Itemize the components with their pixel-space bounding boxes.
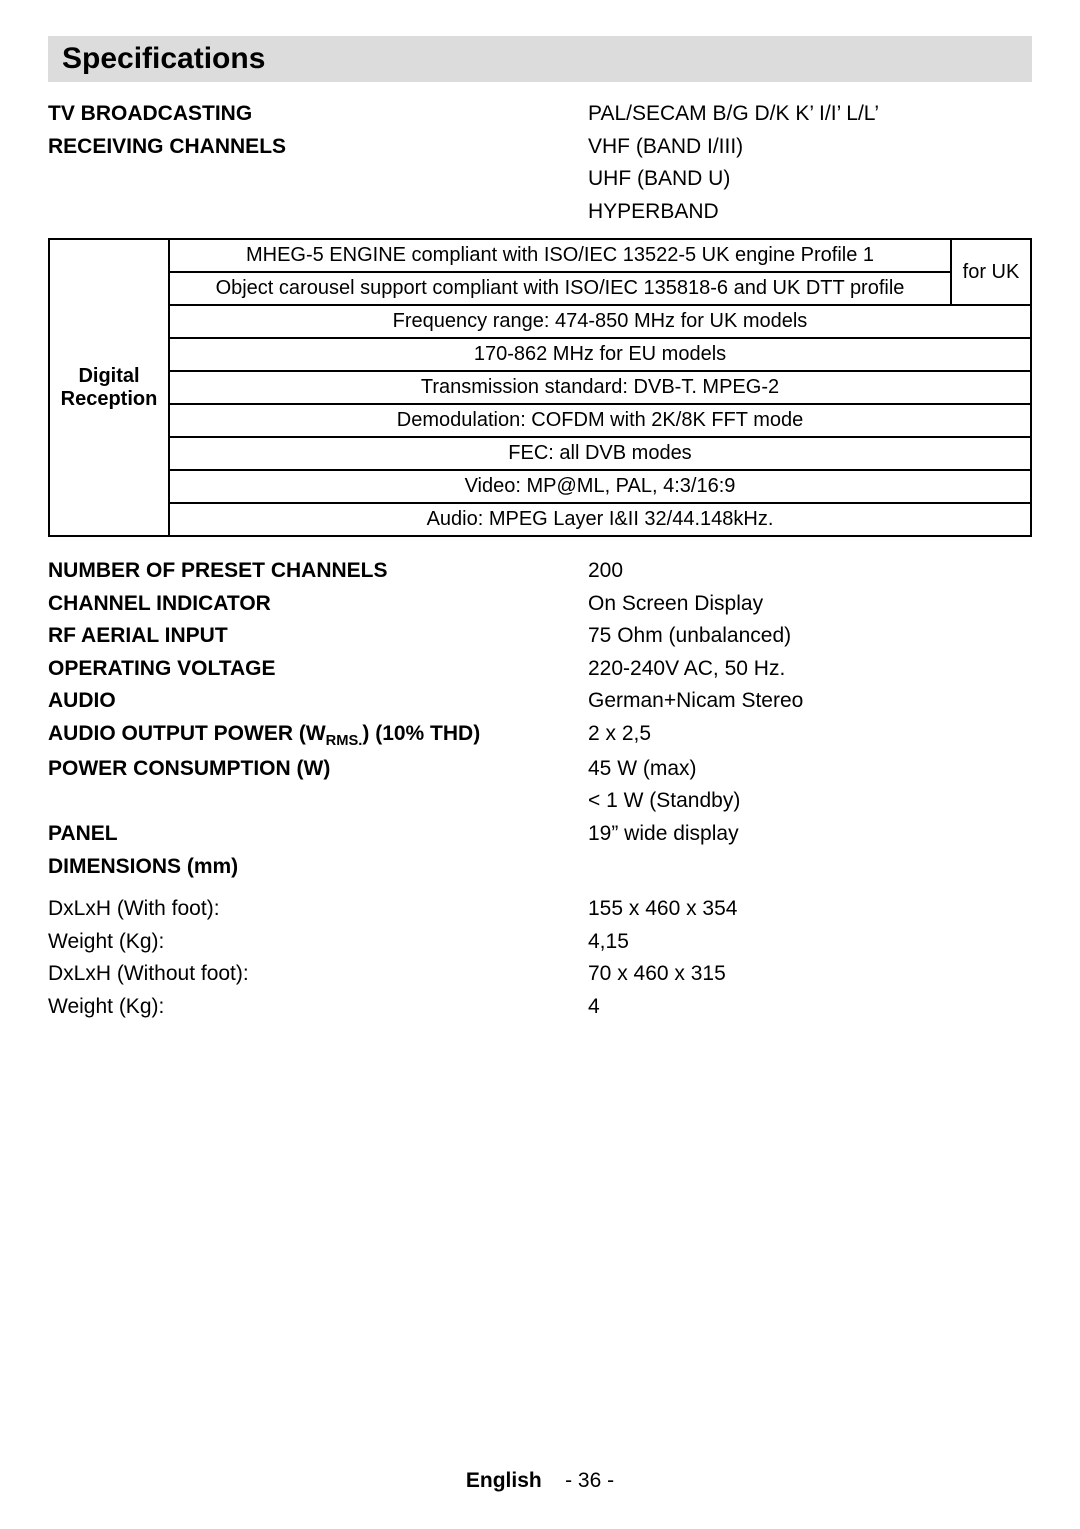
spec-row: OPERATING VOLTAGE220-240V AC, 50 Hz. — [48, 653, 1032, 686]
spec-key: CHANNEL INDICATOR — [48, 588, 588, 621]
digital-reception-cell: MHEG-5 ENGINE compliant with ISO/IEC 135… — [169, 239, 951, 272]
spec-key: POWER CONSUMPTION (W) — [48, 753, 588, 786]
spec-key: PANEL — [48, 818, 588, 851]
spec-value: 220-240V AC, 50 Hz. — [588, 653, 1032, 686]
spec-row: < 1 W (Standby) — [48, 785, 1032, 818]
spec-value: 200 — [588, 555, 1032, 588]
spec-value: UHF (BAND U) — [588, 163, 1032, 196]
dimension-key: DxLxH (With foot): — [48, 893, 588, 926]
digital-reception-cell: Transmission standard: DVB-T. MPEG-2 — [169, 371, 1031, 404]
digital-reception-cell: FEC: all DVB modes — [169, 437, 1031, 470]
digital-reception-table: DigitalReceptionMHEG-5 ENGINE compliant … — [48, 238, 1032, 537]
spec-row: AUDIO OUTPUT POWER (WRMS.) (10% THD)2 x … — [48, 718, 1032, 753]
top-specs: TV BROADCASTINGPAL/SECAM B/G D/K K’ I/I’… — [48, 98, 1032, 228]
spec-key: RECEIVING CHANNELS — [48, 131, 588, 164]
spec-key — [48, 196, 588, 229]
dimension-value: 4 — [588, 991, 1032, 1024]
dimension-row: DxLxH (Without foot):70 x 460 x 315 — [48, 958, 1032, 991]
dimension-row: Weight (Kg):4 — [48, 991, 1032, 1024]
digital-reception-header: DigitalReception — [49, 239, 169, 536]
spec-value: German+Nicam Stereo — [588, 685, 1032, 718]
digital-reception-cell: Demodulation: COFDM with 2K/8K FFT mode — [169, 404, 1031, 437]
digital-reception-cell: 170-862 MHz for EU models — [169, 338, 1031, 371]
dimension-value: 155 x 460 x 354 — [588, 893, 1032, 926]
spec-key — [48, 163, 588, 196]
spec-value: 45 W (max) — [588, 753, 1032, 786]
spec-row: POWER CONSUMPTION (W)45 W (max) — [48, 753, 1032, 786]
spec-value: 75 Ohm (unbalanced) — [588, 620, 1032, 653]
digital-reception-cell: Frequency range: 474-850 MHz for UK mode… — [169, 305, 1031, 338]
footer-language: English — [466, 1469, 542, 1492]
spec-key: RF AERIAL INPUT — [48, 620, 588, 653]
spec-page: Specifications TV BROADCASTINGPAL/SECAM … — [0, 0, 1080, 1529]
spec-row: UHF (BAND U) — [48, 163, 1032, 196]
spec-value: < 1 W (Standby) — [588, 785, 1032, 818]
dimension-rows: DxLxH (With foot):155 x 460 x 354Weight … — [48, 893, 1032, 1023]
dimension-key: Weight (Kg): — [48, 991, 588, 1024]
dimension-key: Weight (Kg): — [48, 926, 588, 959]
spec-key: DIMENSIONS (mm) — [48, 851, 588, 884]
bottom-specs: NUMBER OF PRESET CHANNELS200CHANNEL INDI… — [48, 555, 1032, 883]
spec-key: NUMBER OF PRESET CHANNELS — [48, 555, 588, 588]
spec-row: CHANNEL INDICATOROn Screen Display — [48, 588, 1032, 621]
for-uk-cell: for UK — [951, 239, 1031, 305]
dimension-value: 70 x 460 x 315 — [588, 958, 1032, 991]
dimension-row: Weight (Kg):4,15 — [48, 926, 1032, 959]
spec-row: TV BROADCASTINGPAL/SECAM B/G D/K K’ I/I’… — [48, 98, 1032, 131]
spec-value: VHF (BAND I/III) — [588, 131, 1032, 164]
spec-key — [48, 785, 588, 818]
spec-value: HYPERBAND — [588, 196, 1032, 229]
spec-row: AUDIOGerman+Nicam Stereo — [48, 685, 1032, 718]
page-footer: English - 36 - — [48, 1469, 1032, 1493]
dimension-key: DxLxH (Without foot): — [48, 958, 588, 991]
spec-row: DIMENSIONS (mm) — [48, 851, 1032, 884]
spec-row: HYPERBAND — [48, 196, 1032, 229]
section-title: Specifications — [48, 36, 1032, 82]
footer-page-number: - 36 - — [565, 1469, 614, 1492]
spec-key: OPERATING VOLTAGE — [48, 653, 588, 686]
digital-reception-cell: Object carousel support compliant with I… — [169, 272, 951, 305]
spec-value: On Screen Display — [588, 588, 1032, 621]
spec-key: AUDIO — [48, 685, 588, 718]
dimension-row: DxLxH (With foot):155 x 460 x 354 — [48, 893, 1032, 926]
dimension-value: 4,15 — [588, 926, 1032, 959]
spec-value: 2 x 2,5 — [588, 718, 1032, 753]
spec-row: RF AERIAL INPUT75 Ohm (unbalanced) — [48, 620, 1032, 653]
digital-reception-cell: Audio: MPEG Layer I&II 32/44.148kHz. — [169, 503, 1031, 536]
spec-row: NUMBER OF PRESET CHANNELS200 — [48, 555, 1032, 588]
spec-row: RECEIVING CHANNELSVHF (BAND I/III) — [48, 131, 1032, 164]
spec-key: TV BROADCASTING — [48, 98, 588, 131]
spec-value: PAL/SECAM B/G D/K K’ I/I’ L/L’ — [588, 98, 1032, 131]
spec-value — [588, 851, 1032, 884]
spec-row: PANEL19” wide display — [48, 818, 1032, 851]
spec-key: AUDIO OUTPUT POWER (WRMS.) (10% THD) — [48, 718, 588, 753]
digital-reception-cell: Video: MP@ML, PAL, 4:3/16:9 — [169, 470, 1031, 503]
spec-value: 19” wide display — [588, 818, 1032, 851]
